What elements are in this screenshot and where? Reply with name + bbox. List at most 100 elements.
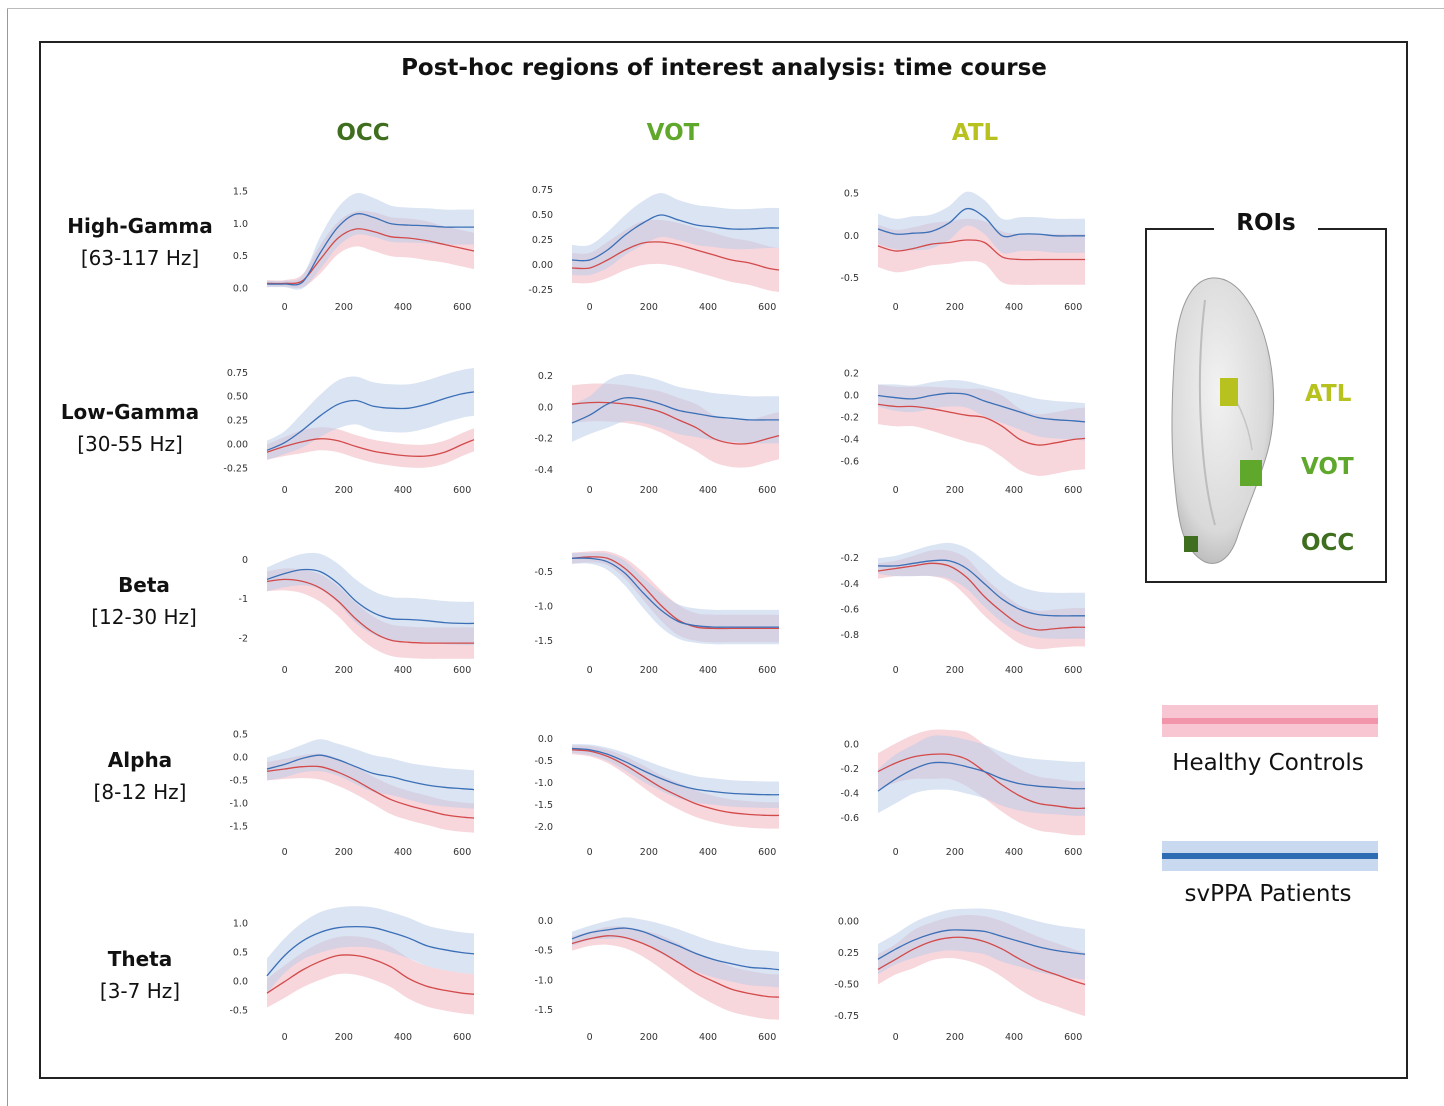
figure-title: Post-hoc regions of interest analysis: t… bbox=[401, 55, 1047, 81]
healthy-controls-line bbox=[877, 936, 1086, 986]
y-tick-label: 0.75 bbox=[227, 368, 248, 379]
x-tick-label: 400 bbox=[699, 847, 717, 858]
x-tick-label: 200 bbox=[946, 847, 964, 858]
panel-high-gamma-occ: 0.0 0.5 1.0 1.5 0 200 400 600 bbox=[233, 186, 475, 313]
svppa-patients-line bbox=[877, 392, 1086, 423]
x-tick-label: 400 bbox=[699, 665, 717, 676]
svppa-patients-line bbox=[877, 207, 1085, 238]
healthy-controls-line bbox=[571, 749, 780, 817]
x-tick-label: 600 bbox=[1064, 302, 1082, 313]
x-tick-label: 400 bbox=[394, 1032, 412, 1043]
page-border-left bbox=[7, 8, 8, 1106]
region-title-vot: VOT bbox=[646, 120, 700, 146]
y-tick-label: -1.0 bbox=[534, 975, 553, 986]
roi-label-vot: VOT bbox=[1301, 454, 1354, 480]
y-tick-label: 0.5 bbox=[844, 188, 859, 199]
x-tick-label: 0 bbox=[587, 302, 593, 313]
y-tick-label: -0.6 bbox=[840, 604, 859, 615]
panel-beta-vot: -1.5 -1.0 -0.5 0 200 400 600 bbox=[534, 550, 779, 676]
panel-alpha-atl: -0.6 -0.4 -0.2 0.0 0 200 400 600 bbox=[840, 729, 1086, 858]
panel-beta-occ: -2 -1 0 0 200 400 600 bbox=[239, 552, 475, 676]
x-tick-label: 200 bbox=[335, 665, 353, 676]
x-tick-label: 200 bbox=[946, 1032, 964, 1043]
x-tick-label: 0 bbox=[587, 1032, 593, 1043]
band-name: Beta bbox=[118, 573, 170, 597]
x-tick-label: 400 bbox=[1005, 485, 1023, 496]
svppa-patients-ci-band bbox=[267, 552, 474, 646]
healthy-controls-ci-band bbox=[267, 753, 474, 833]
y-tick-label: 0.0 bbox=[233, 284, 248, 295]
healthy-controls-line bbox=[877, 239, 1085, 261]
y-tick-label: -0.4 bbox=[840, 579, 859, 590]
x-tick-label: 600 bbox=[1064, 847, 1082, 858]
roi-atl-patch bbox=[1220, 378, 1238, 406]
x-tick-label: 0 bbox=[893, 302, 899, 313]
y-tick-label: -1.5 bbox=[534, 800, 553, 811]
svppa-patients-line bbox=[877, 761, 1086, 792]
panel-theta-atl: -0.75 -0.50 0.25 0.00 0 200 400 600 bbox=[834, 908, 1086, 1043]
svppa-patients-ci-band bbox=[572, 917, 779, 988]
svppa-patients-ci-band bbox=[267, 368, 474, 460]
y-tick-label: -1.5 bbox=[229, 821, 248, 832]
svppa-patients-ci-band bbox=[878, 191, 1085, 254]
panel-alpha-vot: -2.0 -1.5 -1.0 -0.5 0.0 0 200 400 600 bbox=[534, 734, 780, 858]
y-tick-label: 0.0 bbox=[233, 753, 248, 764]
svppa-patients-ci-band bbox=[572, 744, 779, 808]
healthy-controls-line bbox=[571, 241, 780, 271]
x-tick-label: 600 bbox=[453, 847, 471, 858]
roi-panel-title: ROIs bbox=[1214, 210, 1318, 236]
y-tick-label: -0.2 bbox=[534, 434, 553, 445]
x-tick-label: 0 bbox=[282, 665, 288, 676]
x-tick-label: 200 bbox=[946, 665, 964, 676]
y-tick-label: -1.0 bbox=[534, 601, 553, 612]
svppa-patients-line bbox=[571, 927, 780, 971]
x-tick-label: 600 bbox=[1064, 665, 1082, 676]
region-title-occ: OCC bbox=[336, 120, 390, 146]
svppa-patients-ci-band bbox=[267, 906, 474, 994]
brain-image bbox=[1171, 277, 1275, 564]
healthy-controls-line bbox=[266, 438, 475, 457]
svppa-patients-line bbox=[266, 925, 475, 977]
y-tick-label: 0.5 bbox=[233, 948, 248, 959]
healthy-controls-line bbox=[266, 954, 475, 995]
y-tick-label: -0.5 bbox=[534, 756, 553, 767]
x-tick-label: 400 bbox=[394, 665, 412, 676]
y-tick-label: -2 bbox=[239, 633, 248, 644]
healthy-controls-line bbox=[266, 228, 475, 285]
y-tick-label: -0.50 bbox=[834, 980, 859, 991]
y-tick-label: -1.5 bbox=[534, 1005, 553, 1016]
x-tick-label: 400 bbox=[394, 847, 412, 858]
healthy-controls-line bbox=[571, 935, 780, 998]
svppa-patients-line bbox=[571, 557, 779, 628]
x-tick-label: 200 bbox=[946, 302, 964, 313]
x-tick-label: 200 bbox=[640, 847, 658, 858]
y-tick-label: -1.5 bbox=[534, 636, 553, 647]
y-tick-label: 0.0 bbox=[844, 231, 859, 242]
x-tick-label: 0 bbox=[587, 847, 593, 858]
x-tick-label: 200 bbox=[335, 302, 353, 313]
x-tick-label: 400 bbox=[394, 485, 412, 496]
y-tick-label: -0.5 bbox=[534, 567, 553, 578]
band-range: [30-55 Hz] bbox=[77, 432, 183, 456]
y-tick-label: -1.0 bbox=[534, 778, 553, 789]
roi-label-atl: ATL bbox=[1305, 381, 1352, 407]
y-tick-label: 0.00 bbox=[838, 916, 859, 927]
x-tick-label: 400 bbox=[1005, 302, 1023, 313]
panel-theta-vot: -1.5 -1.0 -0.5 0.0 0 200 400 600 bbox=[534, 916, 780, 1043]
roi-vot-patch bbox=[1240, 460, 1262, 486]
x-tick-label: 400 bbox=[699, 1032, 717, 1043]
y-tick-label: 0.2 bbox=[538, 371, 553, 382]
panel-theta-occ: -0.5 0.0 0.5 1.0 0 200 400 600 bbox=[229, 906, 475, 1043]
x-tick-label: 200 bbox=[946, 485, 964, 496]
y-tick-label: 0.0 bbox=[844, 391, 859, 402]
x-tick-label: 400 bbox=[394, 302, 412, 313]
svppa-patients-ci-band bbox=[572, 192, 779, 276]
y-tick-label: -1 bbox=[239, 594, 248, 605]
x-tick-label: 200 bbox=[640, 665, 658, 676]
y-tick-label: 1.0 bbox=[233, 919, 248, 930]
x-tick-label: 600 bbox=[1064, 1032, 1082, 1043]
band-name: Alpha bbox=[107, 748, 173, 772]
region-title-atl: ATL bbox=[951, 120, 999, 146]
y-tick-label: -0.5 bbox=[229, 1006, 248, 1017]
band-name: Low-Gamma bbox=[60, 400, 200, 424]
